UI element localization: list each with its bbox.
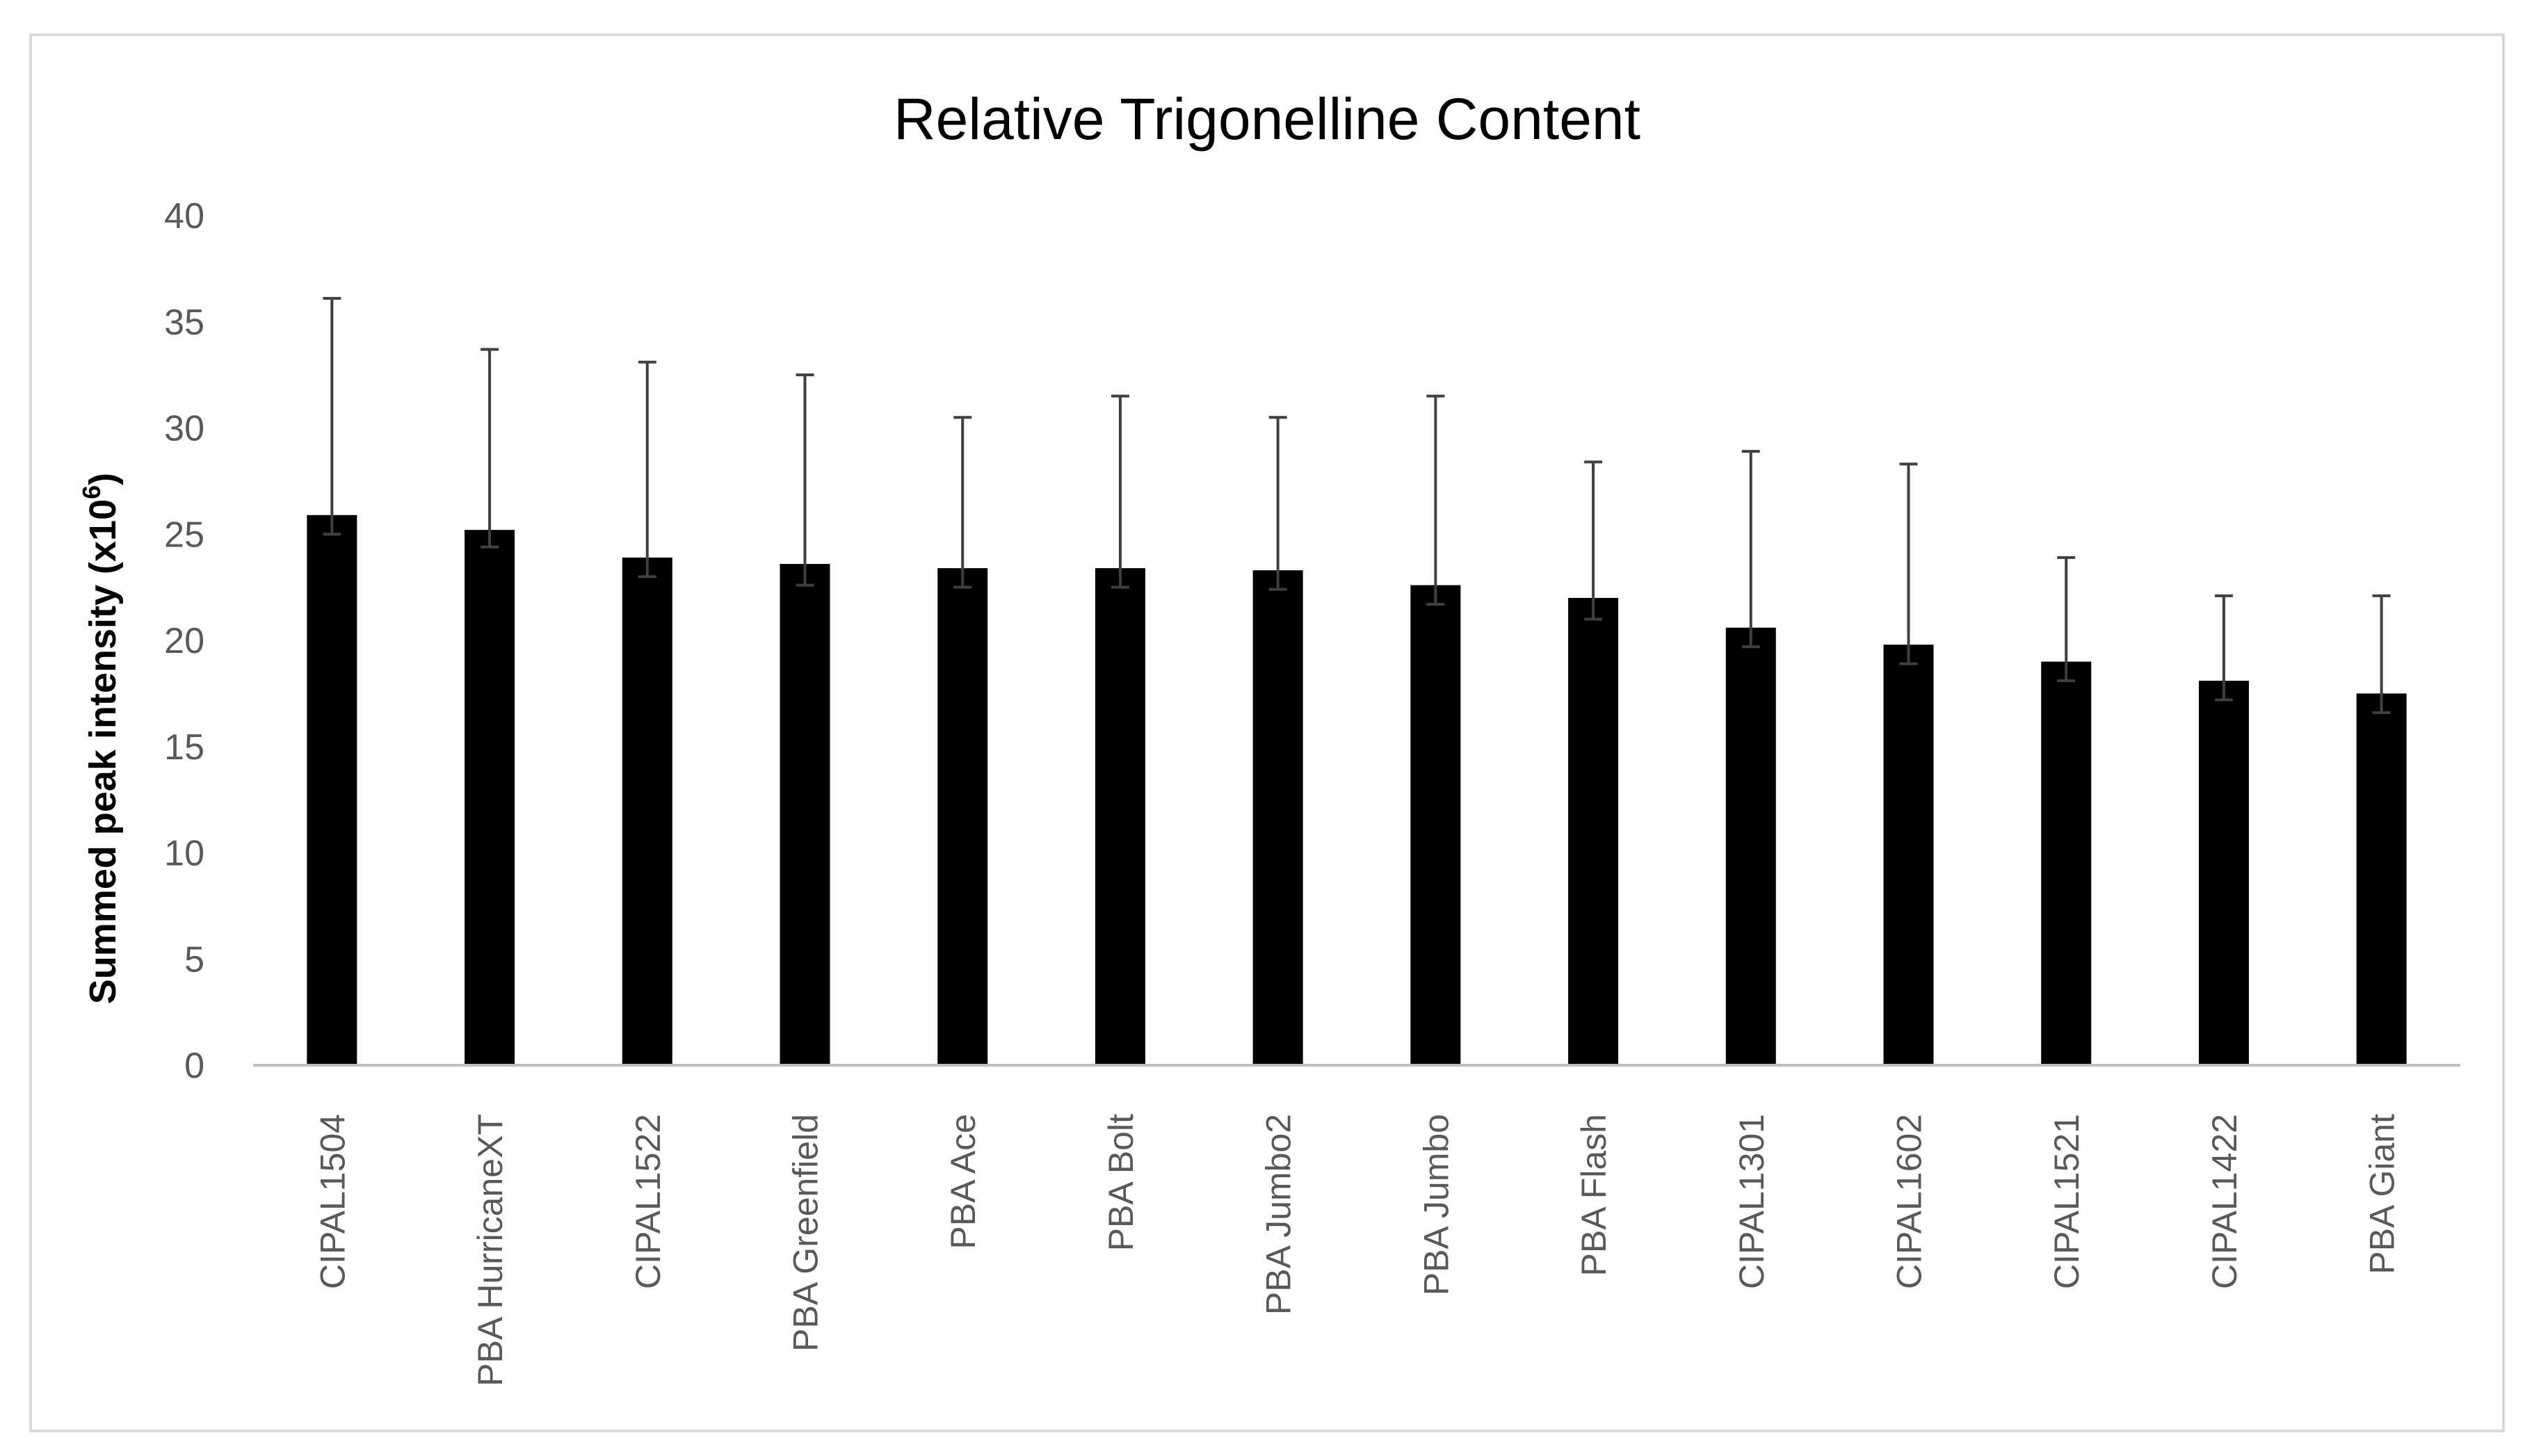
- x-tick-label: PBA Greenfield: [786, 1114, 825, 1352]
- bar-chart: Relative Trigonelline Content Summed pea…: [77, 86, 2460, 1386]
- x-tick-label: PBA Bolt: [1102, 1114, 1140, 1251]
- y-tick-label: 40: [164, 196, 204, 236]
- x-axis-category-labels: CIPAL1504 PBA HurricaneXT CIPAL1522 PBA Gre…: [313, 1114, 2401, 1386]
- bar: [937, 568, 988, 1065]
- y-tick-label: 0: [184, 1046, 204, 1086]
- y-tick-label: 25: [164, 515, 204, 555]
- bar: [2356, 693, 2407, 1065]
- x-tick-label: CIPAL1301: [1732, 1114, 1771, 1289]
- chart-frame: Relative Trigonelline Content Summed pea…: [29, 33, 2505, 1432]
- y-tick-label: 15: [164, 727, 204, 768]
- y-axis-label: Summed peak intensity (x106): [77, 473, 124, 1004]
- x-tick-label: PBA Jumbo2: [1259, 1114, 1298, 1315]
- x-tick-label: PBA Ace: [944, 1114, 983, 1249]
- y-tick-label: 10: [164, 834, 204, 874]
- bar: [2041, 661, 2092, 1065]
- y-tick-label: 35: [164, 302, 204, 343]
- bar: [2198, 681, 2249, 1065]
- x-tick-label: CIPAL1504: [313, 1114, 352, 1289]
- y-axis-label-close: ): [82, 473, 124, 485]
- bar: [1883, 645, 1934, 1065]
- bar: [1725, 627, 1776, 1065]
- bar: [1568, 597, 1619, 1065]
- bar: [1252, 570, 1303, 1065]
- y-axis-label-superscript: 6: [77, 485, 106, 499]
- bar: [307, 515, 357, 1065]
- x-tick-label: CIPAL1422: [2205, 1114, 2244, 1289]
- error-bars-group: [323, 297, 2391, 714]
- y-axis-label-main: Summed peak intensity (x10: [82, 499, 124, 1004]
- x-tick-label: CIPAL1602: [1890, 1114, 1929, 1289]
- y-axis-ticks: 0 5 10 15 20 25 30 35 40: [164, 196, 204, 1086]
- x-tick-label: CIPAL1521: [2047, 1114, 2086, 1289]
- bar: [465, 530, 515, 1065]
- x-tick-label: PBA HurricaneXT: [471, 1114, 510, 1386]
- chart-title: Relative Trigonelline Content: [894, 86, 1640, 152]
- x-tick-label: PBA Giant: [2363, 1114, 2402, 1275]
- bar: [622, 557, 672, 1065]
- y-tick-label: 30: [164, 409, 204, 449]
- bar: [1095, 568, 1145, 1065]
- x-tick-label: CIPAL1522: [629, 1114, 668, 1289]
- x-tick-label: PBA Flash: [1574, 1114, 1613, 1276]
- bars-group: [307, 515, 2407, 1065]
- y-tick-label: 5: [184, 939, 204, 980]
- bar: [1410, 585, 1461, 1065]
- x-tick-label: PBA Jumbo: [1417, 1114, 1455, 1295]
- y-tick-label: 20: [164, 621, 204, 661]
- bar: [780, 564, 830, 1065]
